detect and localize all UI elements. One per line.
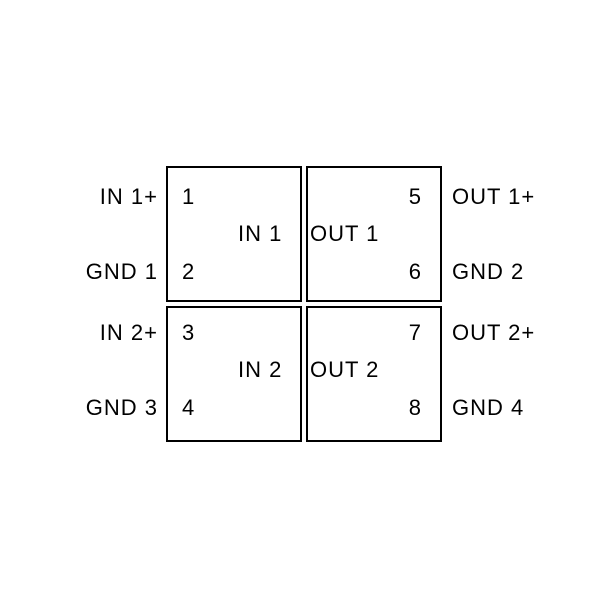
pinout-diagram: IN 1+ GND 1 IN 2+ GND 3 OUT 1+ GND 2 OUT…: [0, 0, 600, 600]
outer-label-left-1: IN 1+: [100, 184, 158, 210]
pin-number-4: 4: [182, 395, 195, 421]
outer-label-left-3: IN 2+: [100, 320, 158, 346]
outer-label-right-2: GND 2: [452, 259, 524, 285]
pin-number-7: 7: [409, 320, 422, 346]
center-label-out1: OUT 1: [310, 221, 379, 247]
center-label-in1: IN 1: [238, 221, 282, 247]
pin-number-8: 8: [409, 395, 422, 421]
pin-number-6: 6: [409, 259, 422, 285]
pin-number-3: 3: [182, 320, 195, 346]
pin-number-2: 2: [182, 259, 195, 285]
outer-label-right-1: OUT 1+: [452, 184, 535, 210]
pin-number-5: 5: [409, 184, 422, 210]
center-label-in2: IN 2: [238, 357, 282, 383]
outer-label-left-2: GND 1: [86, 259, 158, 285]
center-label-out2: OUT 2: [310, 357, 379, 383]
outer-label-left-4: GND 3: [86, 395, 158, 421]
outer-label-right-3: OUT 2+: [452, 320, 535, 346]
outer-label-right-4: GND 4: [452, 395, 524, 421]
pin-number-1: 1: [182, 184, 195, 210]
